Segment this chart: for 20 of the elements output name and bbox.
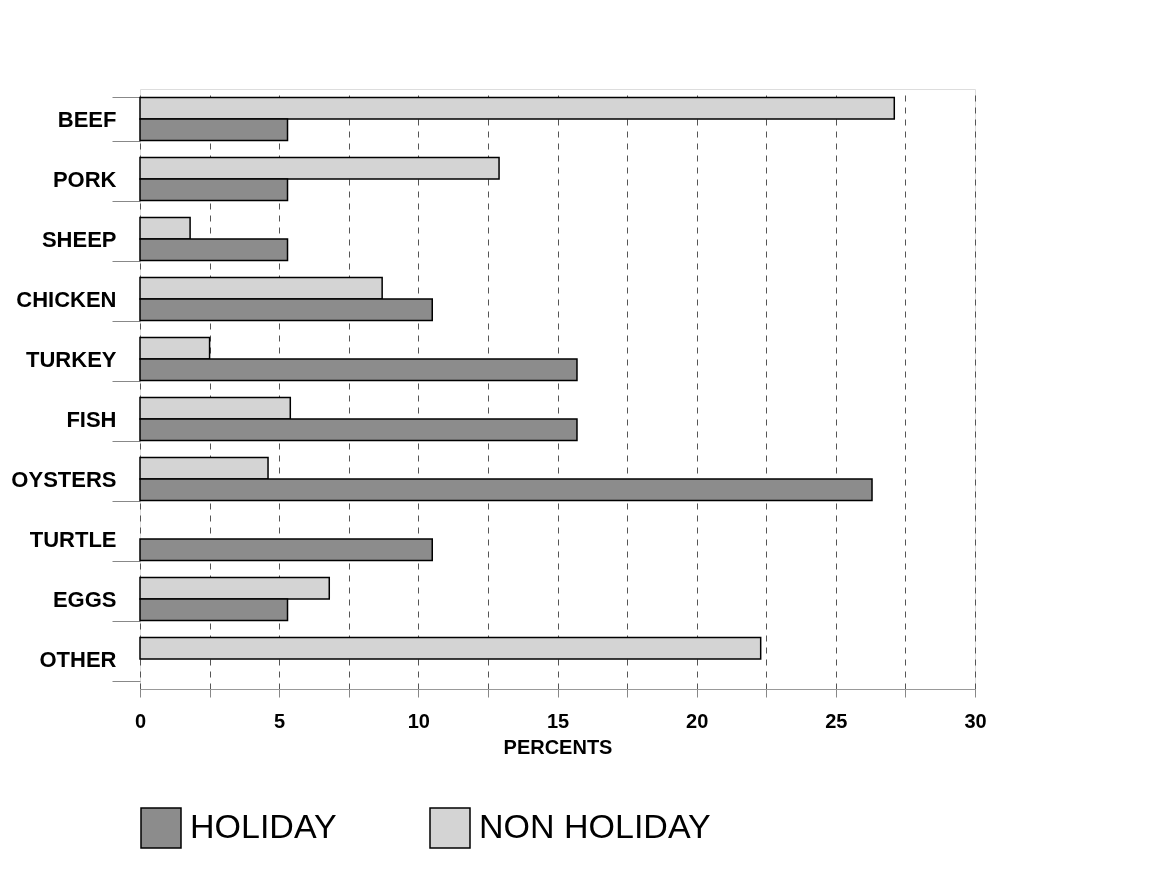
y-tick-label: SHEEP <box>41 226 117 252</box>
y-tick-label: TURTLE <box>29 526 117 552</box>
x-axis-title: PERCENTS <box>503 735 613 758</box>
y-tick-label: OTHER <box>39 646 117 672</box>
y-tick-label: FISH <box>66 406 117 432</box>
y-tick-label: OYSTERS <box>11 466 117 492</box>
x-tick-label: 10 <box>407 709 430 732</box>
x-tick-label: 15 <box>546 709 570 732</box>
x-tick-label: 0 <box>134 709 147 732</box>
y-tick-label: TURKEY <box>26 346 117 372</box>
y-tick-label: CHICKEN <box>16 286 117 312</box>
y-tick-label: BEEF <box>57 106 117 132</box>
x-tick-label: 5 <box>274 709 286 732</box>
x-tick-label: 30 <box>964 709 987 732</box>
legend-label: NON HOLIDAY <box>479 807 711 845</box>
x-tick-label: 20 <box>686 709 709 732</box>
legend-label: HOLIDAY <box>190 807 337 845</box>
y-tick-label: EGGS <box>52 586 117 612</box>
x-tick-label: 25 <box>825 709 848 732</box>
y-tick-label: PORK <box>52 166 117 192</box>
